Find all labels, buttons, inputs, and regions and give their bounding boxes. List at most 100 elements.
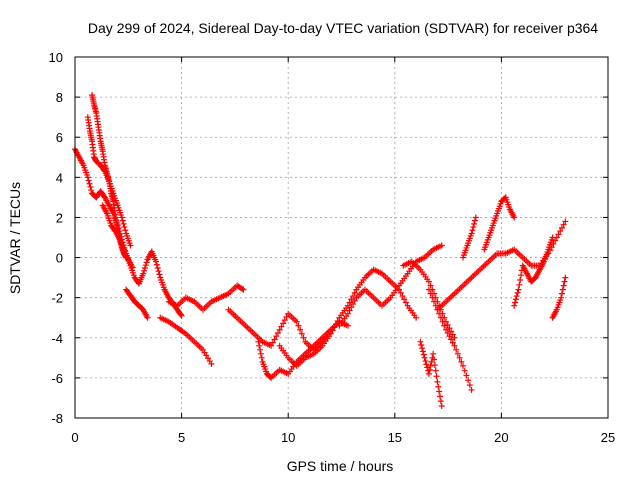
series-track-13 (417, 338, 445, 409)
data-point (240, 286, 247, 293)
data-point (84, 174, 91, 181)
x-tick-label: 5 (178, 430, 185, 445)
data-point (298, 330, 305, 337)
data-point (239, 285, 246, 292)
series-track-4 (99, 202, 136, 271)
series-track-18 (511, 234, 556, 309)
data-point (552, 237, 559, 244)
data-point (453, 346, 460, 353)
data-point (559, 286, 566, 293)
data-point (431, 298, 438, 305)
x-tick-label: 15 (388, 430, 402, 445)
data-point (256, 342, 263, 349)
series-track-12 (400, 258, 458, 341)
data-point (517, 277, 524, 284)
data-point (470, 224, 477, 231)
data-point (276, 326, 283, 333)
data-point (127, 242, 134, 249)
data-point (86, 180, 93, 187)
data-point (446, 325, 453, 332)
y-tick-label: 4 (56, 170, 63, 185)
data-point (300, 334, 307, 341)
data-point (431, 356, 438, 363)
data-point (425, 370, 432, 377)
series-track-11 (336, 242, 445, 329)
data-point (257, 350, 264, 357)
data-point (468, 230, 475, 237)
data-point (466, 382, 473, 389)
data-point (423, 361, 430, 368)
data-point (350, 293, 357, 300)
data-point (334, 317, 341, 324)
series-track-17 (481, 194, 518, 253)
y-tick-label: 10 (49, 50, 63, 65)
data-point (560, 221, 567, 228)
data-point (413, 314, 420, 321)
data-point (431, 362, 438, 369)
data-point (432, 367, 439, 374)
data-point (449, 331, 456, 338)
data-point (461, 367, 468, 374)
data-point (120, 220, 127, 227)
series-track-19 (549, 274, 569, 321)
x-tick-label: 10 (281, 430, 295, 445)
data-point (558, 290, 565, 297)
data-point (144, 314, 151, 321)
data-point (402, 299, 409, 306)
y-tick-label: -2 (51, 291, 63, 306)
data-layer (72, 92, 569, 409)
data-point (427, 290, 434, 297)
data-point (460, 362, 467, 369)
data-point (208, 360, 215, 367)
data-point (463, 372, 470, 379)
data-point (439, 318, 446, 325)
data-point (427, 362, 434, 369)
data-point (141, 267, 148, 274)
data-point (436, 388, 443, 395)
data-point (87, 183, 94, 190)
data-point (438, 402, 445, 409)
data-point (129, 264, 136, 271)
data-point (122, 227, 129, 234)
data-point (434, 378, 441, 385)
data-point (430, 350, 437, 357)
data-point (399, 293, 406, 300)
data-point (429, 294, 436, 301)
data-point (441, 322, 448, 329)
data-point (454, 350, 461, 357)
y-tick-label: 0 (56, 251, 63, 266)
data-point (437, 314, 444, 321)
data-point (119, 217, 126, 224)
data-point (555, 231, 562, 238)
data-point (268, 342, 275, 349)
data-point (471, 217, 478, 224)
data-point (274, 329, 281, 336)
series-track-16 (460, 214, 479, 261)
data-point (88, 187, 95, 194)
y-tick-label: -8 (51, 411, 63, 426)
data-point (283, 313, 290, 320)
data-point (433, 373, 440, 380)
y-axis-title: SDTVAR / TECUs (7, 182, 23, 294)
series-track-14 (425, 286, 475, 393)
data-point (418, 341, 425, 348)
data-point (121, 224, 128, 231)
data-point (271, 336, 278, 343)
data-point (85, 177, 92, 184)
data-point (278, 323, 285, 330)
data-point (448, 336, 455, 343)
data-point (281, 317, 288, 324)
data-point (417, 338, 424, 345)
data-point (293, 318, 300, 325)
data-point (329, 327, 336, 334)
data-point (397, 289, 404, 296)
data-point (518, 272, 525, 279)
data-point (560, 282, 567, 289)
data-point (427, 282, 434, 289)
data-point (100, 167, 107, 174)
data-point (178, 312, 185, 319)
series-track-5 (123, 286, 151, 321)
data-point (153, 261, 160, 268)
data-point (351, 289, 358, 296)
